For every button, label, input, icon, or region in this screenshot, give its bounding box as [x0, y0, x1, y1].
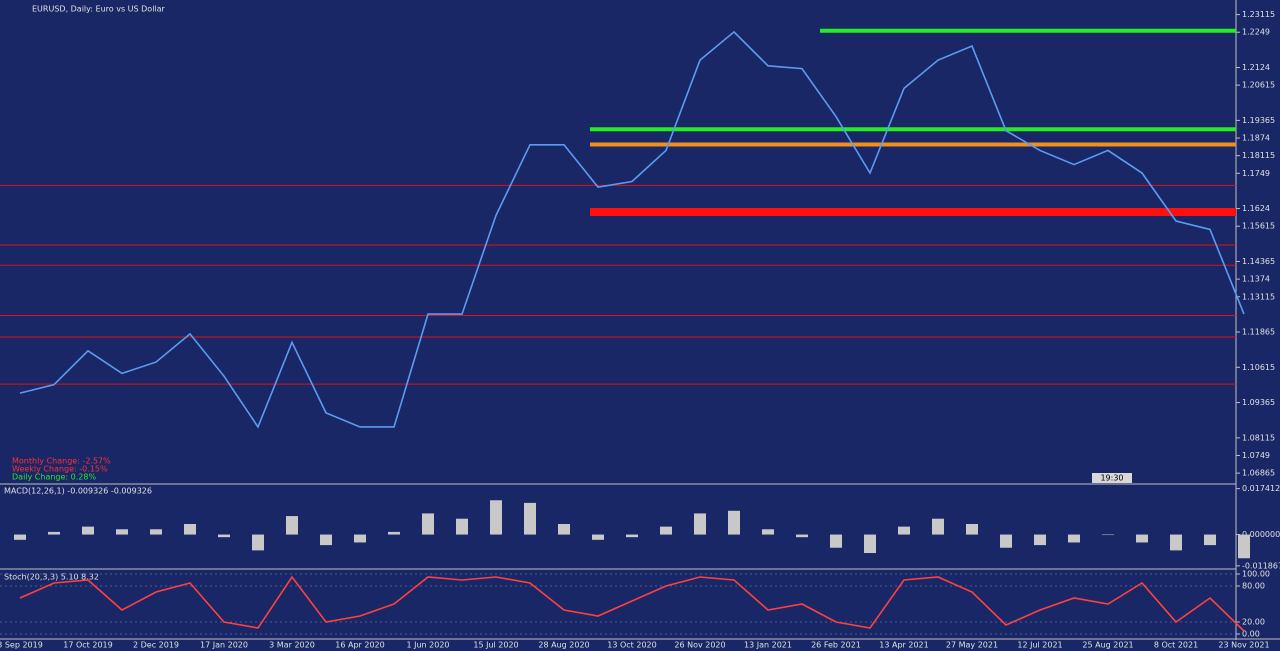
macd-bar	[116, 529, 128, 535]
x-tick-label: 26 Feb 2021	[811, 641, 861, 650]
panel-title: Stoch(20,3,3) 5.10 8.32	[4, 573, 99, 582]
y-tick-label: 100.00	[1242, 570, 1270, 579]
x-tick-label: 13 Jan 2021	[744, 641, 792, 650]
x-tick-label: 2 Dec 2019	[133, 641, 179, 650]
macd-bar	[1102, 534, 1114, 536]
y-tick-label: 1.18115	[1242, 151, 1275, 160]
macd-bar	[626, 534, 638, 538]
annotation: Monthly Change: -2.57%	[12, 457, 111, 466]
x-tick-label: 1 Jun 2020	[406, 641, 449, 650]
y-tick-label: 1.13115	[1242, 292, 1275, 301]
y-tick-label: 1.2124	[1242, 63, 1270, 72]
y-tick-label: 1.2249	[1242, 28, 1270, 37]
macd-bar	[388, 531, 400, 535]
y-tick-label: 1.15615	[1242, 222, 1275, 231]
time-box	[1092, 473, 1132, 483]
y-tick-label: 1.19365	[1242, 116, 1275, 125]
y-tick-label: 1.06865	[1242, 469, 1275, 478]
y-tick-label: 1.14365	[1242, 257, 1275, 266]
x-tick-label: 13 Oct 2020	[607, 641, 656, 650]
price-line	[19, 575, 1245, 632]
macd-bar	[796, 534, 808, 538]
x-tick-label: 25 Aug 2021	[1082, 641, 1133, 650]
macd-bar	[422, 513, 434, 535]
y-tick-label: 1.0749	[1242, 451, 1270, 460]
macd-bar	[150, 529, 162, 535]
x-tick-label: 12 Jul 2021	[1017, 641, 1062, 650]
y-tick-label: 0.00	[1242, 630, 1260, 639]
macd-bar	[218, 534, 230, 538]
y-tick-label: 20.00	[1242, 618, 1265, 627]
macd-bar	[728, 510, 740, 535]
y-tick-label: -0.011867	[1242, 561, 1280, 570]
price-line	[19, 30, 1245, 429]
x-tick-label: 17 Jan 2020	[200, 641, 248, 650]
macd-bar	[184, 523, 196, 535]
annotation: Daily Change: 0.28%	[12, 473, 96, 482]
macd-bar	[48, 531, 60, 535]
macd-bar	[762, 529, 774, 535]
y-tick-label: 1.20615	[1242, 81, 1275, 90]
macd-bar	[558, 523, 570, 535]
macd-bar	[320, 534, 332, 546]
macd-bar	[932, 518, 944, 535]
macd-bar	[524, 502, 536, 535]
annotation: Weekly Change: -0.15%	[12, 465, 108, 474]
x-tick-label: 16 Apr 2020	[335, 641, 384, 650]
x-tick-label: 8 Oct 2021	[1154, 641, 1198, 650]
y-tick-label: 0.017412	[1242, 484, 1280, 493]
macd-bar	[966, 523, 978, 535]
x-tick-label: 26 Nov 2020	[674, 641, 725, 650]
macd-bar	[1238, 534, 1250, 559]
macd-bar	[82, 526, 94, 535]
x-tick-label: 3 Mar 2020	[269, 641, 315, 650]
macd-bar	[592, 534, 604, 540]
macd-bar	[286, 516, 298, 535]
x-tick-label: 23 Nov 2021	[1218, 641, 1269, 650]
macd-bar	[1170, 534, 1182, 551]
macd-bar	[14, 534, 26, 540]
macd-bar	[830, 534, 842, 548]
macd-bar	[456, 518, 468, 535]
x-tick-label: 13 Apr 2021	[879, 641, 928, 650]
macd-bar	[1034, 534, 1046, 546]
macd-bar	[898, 526, 910, 535]
macd-bar	[490, 500, 502, 535]
y-tick-label: 1.09365	[1242, 398, 1275, 407]
macd-bar	[354, 534, 366, 543]
macd-bar	[1068, 534, 1080, 543]
macd-bar	[660, 526, 672, 535]
x-tick-label: 3 Sep 2019	[0, 641, 43, 650]
y-tick-label: 80.00	[1242, 582, 1265, 591]
y-tick-label: 1.1874	[1242, 134, 1270, 143]
macd-bar	[864, 534, 876, 554]
macd-bar	[1204, 534, 1216, 546]
x-tick-label: 28 Aug 2020	[538, 641, 589, 650]
y-tick-label: 1.1624	[1242, 204, 1270, 213]
x-tick-label: 27 May 2021	[946, 641, 998, 650]
x-tick-label: 17 Oct 2019	[63, 641, 112, 650]
y-tick-label: 1.1749	[1242, 169, 1270, 178]
y-tick-label: 0.000000	[1242, 530, 1280, 539]
y-tick-label: 1.1374	[1242, 275, 1270, 284]
y-tick-label: 1.08115	[1242, 433, 1275, 442]
chart-title: EURUSD, Daily: Euro vs US Dollar	[32, 5, 166, 14]
y-tick-label: 1.23115	[1242, 10, 1275, 19]
macd-bar	[1136, 534, 1148, 543]
y-tick-label: 1.10615	[1242, 363, 1275, 372]
x-tick-label: 15 Jul 2020	[473, 641, 518, 650]
macd-bar	[252, 534, 264, 551]
time-label: 19:30	[1100, 474, 1123, 483]
y-tick-label: 1.11865	[1242, 328, 1275, 337]
macd-bar	[1000, 534, 1012, 548]
macd-bar	[694, 513, 706, 535]
panel-title: MACD(12,26,1) -0.009326 -0.009326	[4, 487, 152, 496]
